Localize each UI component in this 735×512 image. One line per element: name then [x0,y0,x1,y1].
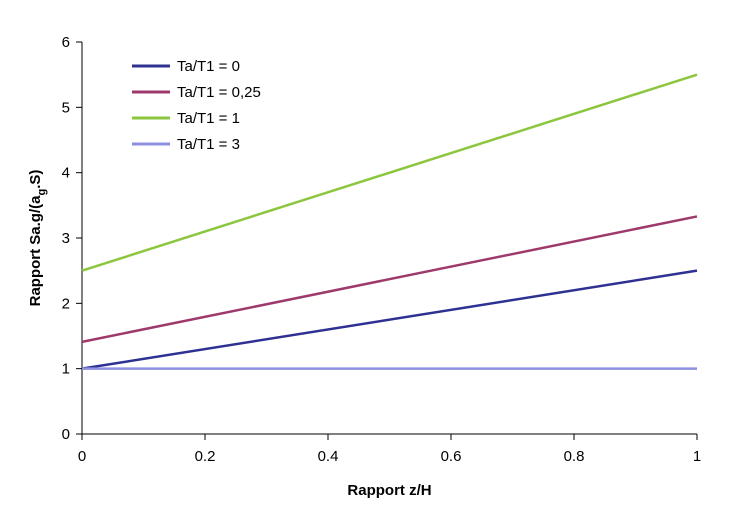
y-axis-title-subscript: g [36,189,48,196]
legend-label: Ta/T1 = 0 [177,58,240,75]
x-tick-label: 0 [78,448,86,465]
legend-label: Ta/T1 = 3 [177,136,240,153]
legend: Ta/T1 = 0 Ta/T1 = 0,25 Ta/T1 = 1 Ta/T1 = 3 [132,58,261,153]
series-line-2 [81,73,698,272]
y-tick-label: 3 [62,230,70,247]
series-lines [81,73,698,370]
x-tick-label: 0.6 [441,448,462,465]
x-ticks: 0 0.2 0.4 0.6 0.8 1 [78,434,701,465]
y-axis-title-prefix: Rapport Sa.g/(a [27,195,44,307]
x-tick-label: 0.2 [195,448,216,465]
y-tick-label: 6 [62,34,70,51]
legend-label: Ta/T1 = 0,25 [177,84,261,101]
y-tick-label: 4 [62,165,70,182]
x-axis-title: Rapport z/H [347,482,431,499]
y-ticks: 0 1 2 3 4 5 6 [62,34,82,443]
y-tick-label: 5 [62,99,70,116]
x-tick-label: 1 [693,448,701,465]
y-axis-title-suffix: .S) [27,170,44,189]
y-tick-label: 2 [62,295,70,312]
axes [81,42,697,435]
y-tick-label: 1 [62,361,70,378]
legend-label: Ta/T1 = 1 [177,110,240,127]
y-axis-title: Rapport Sa.g/(ag.S) [27,170,48,307]
series-line-1 [81,215,698,344]
series-line-0 [81,269,698,370]
x-tick-label: 0.8 [564,448,585,465]
y-tick-label: 0 [62,426,70,443]
x-tick-label: 0.4 [318,448,339,465]
